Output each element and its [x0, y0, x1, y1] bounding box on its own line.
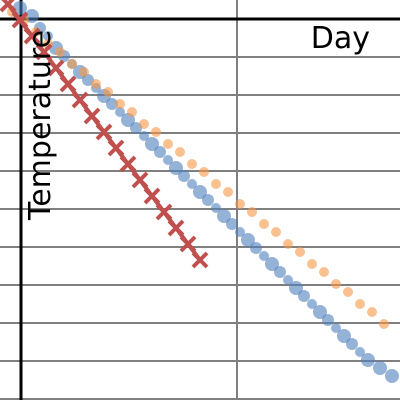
data-point: [337, 329, 351, 343]
data-point: [59, 75, 77, 93]
data-point: [265, 257, 279, 271]
data-point: [91, 79, 101, 89]
data-point: [250, 242, 262, 254]
data-point: [307, 299, 317, 309]
data-point: [385, 369, 399, 383]
data-point: [259, 251, 269, 261]
data-point: [235, 199, 245, 209]
data-point: [331, 323, 341, 333]
data-point: [175, 147, 185, 157]
data-point: [373, 361, 387, 375]
data-point: [167, 219, 185, 237]
data-point: [169, 161, 183, 175]
data-point: [67, 59, 77, 69]
data-point: [145, 137, 159, 151]
data-point: [151, 127, 161, 137]
data-point: [331, 279, 341, 289]
data-point: [131, 171, 149, 189]
data-point: [191, 251, 209, 269]
data-point: [202, 194, 214, 206]
data-point: [346, 338, 358, 350]
data-point: [289, 281, 303, 295]
data-point: [343, 287, 353, 297]
data-point: [106, 98, 118, 110]
data-point: [119, 155, 137, 173]
data-point: [283, 239, 293, 249]
x-axis-title: Day: [311, 21, 370, 56]
data-point: [295, 247, 305, 257]
data-point: [107, 139, 125, 157]
data-point: [211, 179, 221, 189]
data-point: [199, 167, 209, 177]
data-point: [259, 219, 269, 229]
data-point: [211, 203, 221, 213]
data-point: [11, 11, 29, 29]
data-point: [187, 159, 197, 169]
data-point: [283, 275, 293, 285]
data-point: [247, 207, 257, 217]
data-point: [271, 227, 281, 237]
data-point: [23, 27, 41, 45]
data-point: [115, 107, 125, 117]
data-point: [79, 67, 89, 77]
data-point: [313, 305, 327, 319]
data-point: [127, 107, 137, 117]
data-marks: [0, 0, 399, 383]
data-point: [178, 170, 190, 182]
data-point: [43, 31, 53, 41]
data-point: [217, 209, 231, 223]
data-point: [115, 99, 125, 109]
data-point: [130, 122, 142, 134]
series-1: [13, 1, 399, 383]
data-point: [155, 203, 173, 221]
data-point: [0, 0, 17, 13]
data-point: [35, 43, 53, 61]
data-point: [139, 119, 149, 129]
data-point: [274, 266, 286, 278]
data-point: [179, 235, 197, 253]
data-point: [55, 47, 65, 57]
data-point: [193, 185, 207, 199]
data-point: [143, 187, 161, 205]
data-point: [163, 139, 173, 149]
data-point: [379, 319, 389, 329]
data-point: [154, 146, 166, 158]
data-point: [307, 259, 317, 269]
data-point: [47, 59, 65, 77]
data-point: [82, 74, 94, 86]
data-point: [83, 107, 101, 125]
data-point: [298, 290, 310, 302]
data-point: [139, 131, 149, 141]
data-point: [226, 218, 238, 230]
data-point: [355, 347, 365, 357]
series-3: [0, 0, 209, 269]
data-point: [319, 267, 329, 277]
data-point: [367, 307, 377, 317]
data-point: [103, 87, 113, 97]
data-point: [95, 123, 113, 141]
y-axis-title: Temperature: [23, 30, 58, 221]
data-point: [361, 353, 375, 367]
data-point: [322, 314, 334, 326]
series-2: [7, 7, 389, 329]
data-point: [235, 227, 245, 237]
data-point: [71, 91, 89, 109]
data-point: [355, 299, 365, 309]
data-point: [187, 179, 197, 189]
data-point: [163, 155, 173, 165]
data-point: [223, 187, 233, 197]
data-point: [241, 233, 255, 247]
